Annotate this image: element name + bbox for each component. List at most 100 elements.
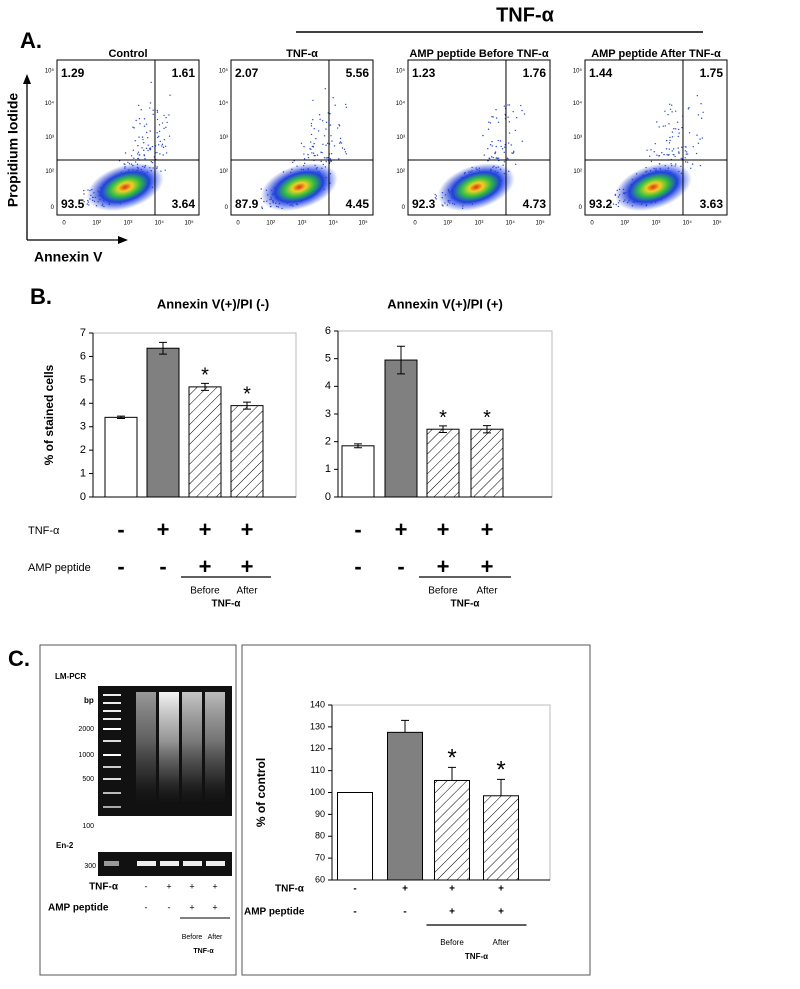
density bbox=[260, 163, 338, 212]
event-dot bbox=[149, 130, 151, 132]
event-dot bbox=[312, 145, 315, 148]
event-dot bbox=[83, 193, 85, 195]
event-dot bbox=[339, 141, 342, 143]
event-dot bbox=[482, 134, 484, 137]
sign: - bbox=[145, 881, 148, 891]
sign: + bbox=[199, 554, 212, 579]
event-dot bbox=[168, 114, 170, 116]
event-dot bbox=[665, 139, 668, 142]
y-tick-label: 90 bbox=[315, 809, 325, 819]
event-dot bbox=[157, 144, 160, 146]
event-dot bbox=[434, 193, 436, 196]
event-dot bbox=[654, 142, 656, 145]
event-dot bbox=[671, 136, 674, 138]
event-dot bbox=[674, 155, 676, 158]
event-dot bbox=[697, 114, 700, 116]
y-tick-label: 0 bbox=[225, 205, 229, 211]
event-dot bbox=[514, 163, 517, 166]
y-tick-label: 10³ bbox=[219, 135, 228, 141]
x-tick-label: 10⁵ bbox=[535, 220, 545, 227]
x-tick-label: 10⁵ bbox=[358, 220, 368, 227]
x-tick-label: 0 bbox=[590, 221, 594, 227]
sign: + bbox=[212, 902, 217, 912]
event-dot bbox=[609, 204, 611, 207]
event-dot bbox=[697, 142, 700, 144]
y-tick-label: 7 bbox=[80, 327, 86, 339]
y-tick-label: 10⁵ bbox=[573, 67, 583, 74]
event-dot bbox=[132, 126, 134, 128]
event-dot bbox=[142, 138, 144, 141]
event-dot bbox=[515, 116, 518, 119]
y-tick-label: 10⁵ bbox=[396, 67, 406, 74]
event-dot bbox=[136, 153, 139, 155]
event-dot bbox=[658, 155, 661, 157]
y-tick-label: 10⁵ bbox=[45, 67, 55, 74]
event-dot bbox=[676, 121, 679, 123]
event-dot bbox=[133, 157, 135, 159]
event-dot bbox=[345, 106, 348, 109]
timing-label: TNF-α bbox=[212, 599, 242, 610]
event-dot bbox=[685, 153, 687, 155]
error-bar bbox=[117, 415, 125, 420]
event-dot bbox=[668, 154, 670, 156]
bar bbox=[230, 405, 264, 498]
arrow-head bbox=[118, 236, 128, 244]
event-dot bbox=[144, 157, 146, 160]
bar bbox=[146, 347, 180, 498]
event-dot bbox=[681, 146, 683, 148]
event-dot bbox=[670, 104, 673, 106]
event-dot bbox=[333, 145, 336, 147]
event-dot bbox=[261, 207, 264, 210]
error-bar bbox=[354, 443, 362, 449]
event-dot bbox=[329, 113, 331, 115]
event-dot bbox=[309, 147, 311, 150]
significance: * bbox=[483, 407, 491, 429]
x-tick-label: 10⁵ bbox=[184, 220, 194, 227]
x-tick-label: 10³ bbox=[475, 221, 484, 227]
quadrant-value: 1.61 bbox=[172, 66, 196, 80]
y-tick-label: 0 bbox=[579, 205, 583, 211]
timing-label: TNF-α bbox=[451, 599, 481, 610]
sign: + bbox=[241, 517, 254, 542]
event-dot bbox=[127, 161, 129, 164]
event-dot bbox=[260, 188, 262, 190]
event-dot bbox=[310, 122, 313, 125]
x-tick-label: 10⁴ bbox=[506, 220, 516, 227]
timing: After bbox=[208, 934, 223, 941]
event-dot bbox=[303, 145, 305, 148]
event-dot bbox=[684, 157, 686, 159]
event-dot bbox=[137, 157, 139, 160]
event-dot bbox=[139, 123, 141, 125]
event-dot bbox=[147, 136, 149, 139]
quadrant-value: 93.2 bbox=[589, 197, 613, 211]
sign: + bbox=[449, 884, 455, 895]
event-dot bbox=[323, 135, 326, 137]
event-dot bbox=[489, 122, 492, 124]
event-dot bbox=[507, 142, 510, 144]
event-dot bbox=[329, 124, 332, 126]
y-tick-label: 1 bbox=[325, 463, 331, 475]
event-dot bbox=[687, 108, 690, 110]
event-dot bbox=[495, 108, 497, 111]
event-dot bbox=[686, 161, 689, 163]
sign: + bbox=[437, 554, 450, 579]
event-dot bbox=[319, 118, 321, 120]
event-dot bbox=[313, 127, 315, 130]
event-dot bbox=[501, 148, 504, 150]
event-dot bbox=[696, 94, 699, 97]
error-bar bbox=[448, 766, 456, 781]
event-dot bbox=[675, 110, 677, 112]
event-dot bbox=[330, 160, 332, 162]
event-dot bbox=[141, 147, 143, 149]
row-label: AMP peptide bbox=[48, 903, 109, 914]
event-dot bbox=[151, 161, 154, 164]
event-dot bbox=[322, 143, 324, 145]
event-dot bbox=[434, 197, 437, 199]
event-dot bbox=[312, 152, 315, 154]
panel-label: A. bbox=[20, 28, 42, 53]
event-dot bbox=[669, 136, 671, 139]
event-dot bbox=[512, 151, 515, 154]
x-tick-label: 10³ bbox=[652, 221, 661, 227]
event-dot bbox=[310, 125, 313, 127]
x-tick-label: 0 bbox=[236, 221, 240, 227]
